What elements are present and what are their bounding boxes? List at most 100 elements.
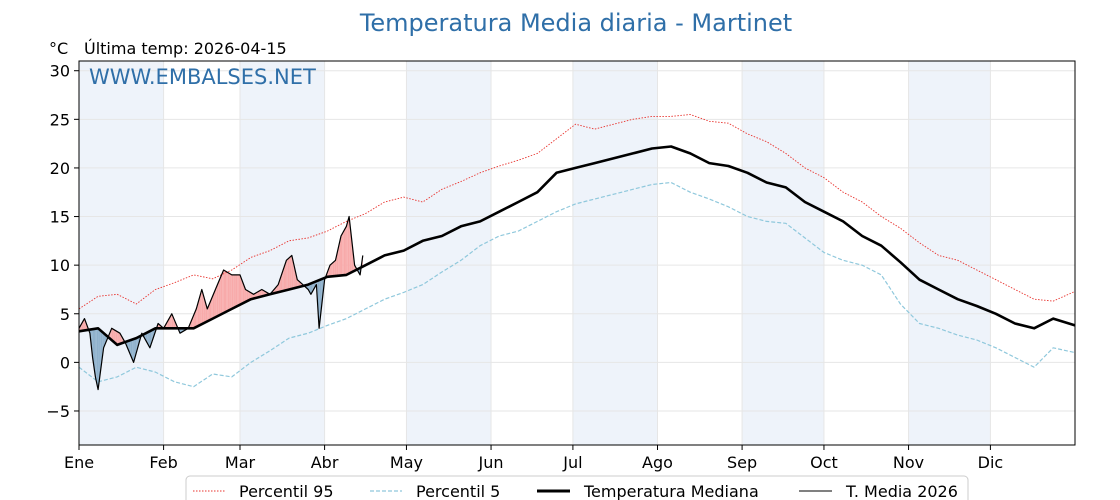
warm-anomaly-area (227, 272, 230, 311)
warm-anomaly-area (197, 299, 200, 327)
warm-anomaly-area (260, 289, 262, 297)
x-tick-label: Mar (225, 453, 256, 472)
warm-anomaly-area (285, 260, 287, 291)
warm-anomaly-area (208, 302, 210, 321)
cold-anomaly-area (95, 328, 97, 384)
cold-anomaly-area (147, 331, 149, 346)
warm-anomaly-area (244, 285, 246, 303)
unit-label: °C (49, 39, 68, 58)
x-tick-label: Oct (810, 453, 838, 472)
warm-anomaly-area (249, 291, 251, 300)
warm-anomaly-area (239, 274, 242, 305)
warm-anomaly-area (218, 279, 220, 316)
warm-anomaly-area (220, 273, 223, 315)
warm-anomaly-area (259, 290, 261, 298)
legend-item-2026: T. Media 2026 (799, 482, 958, 500)
series-line-3 (78, 215, 364, 391)
cold-anomaly-area (96, 328, 99, 390)
legend-item-median: Temperatura Mediana (537, 482, 759, 500)
legend-box (185, 475, 969, 500)
warm-anomaly-area (222, 270, 224, 314)
warm-anomaly-area (237, 274, 239, 307)
warm-anomaly-area (170, 313, 172, 329)
month-band (239, 61, 325, 445)
warm-anomaly-area (196, 304, 198, 327)
x-axis: Ene Feb Mar Abr May Jun Jul Ago Sep Oct Nov Dic (64, 445, 1003, 472)
warm-anomaly-area (114, 329, 116, 344)
y-tick-label: 5 (60, 305, 70, 324)
month-band (572, 61, 658, 445)
warm-anomaly-area (229, 273, 231, 311)
warm-anomaly-area (282, 268, 284, 292)
y-tick-label: −5 (46, 402, 70, 421)
warm-anomaly-area (214, 289, 216, 318)
warm-anomaly-area (230, 274, 232, 310)
warm-anomaly-area (248, 291, 250, 301)
y-tick-label: 15 (50, 208, 70, 227)
chart-title: Temperatura Media diaria - Martinet (359, 9, 792, 37)
warm-anomaly-area (209, 299, 212, 321)
warm-anomaly-area (246, 290, 249, 302)
legend-label-median: Temperatura Mediana (583, 482, 759, 500)
warm-anomaly-area (235, 274, 238, 307)
warm-anomaly-area (291, 255, 294, 289)
x-tick-label: Sep (727, 453, 757, 472)
legend-item-p95: Percentil 95 (193, 482, 334, 500)
warm-anomaly-area (224, 270, 227, 313)
cold-anomaly-area (99, 329, 101, 380)
warm-anomaly-area (233, 274, 235, 309)
month-bands (79, 61, 991, 445)
y-axis: −5 0 5 10 15 20 25 30 (46, 62, 79, 421)
warm-anomaly-area (215, 286, 217, 318)
warm-anomaly-area (219, 276, 221, 316)
cold-anomaly-area (94, 328, 96, 377)
cold-anomaly-area (132, 339, 134, 363)
x-tick-label: Ene (64, 453, 94, 472)
warm-anomaly-area (347, 216, 350, 275)
month-band (79, 61, 164, 445)
warm-anomaly-area (118, 332, 120, 345)
warm-anomaly-area (330, 263, 332, 277)
y-tick-label: 0 (60, 353, 70, 372)
warm-anomaly-area (345, 226, 347, 276)
warm-anomaly-area (231, 274, 234, 309)
warm-anomaly-area (287, 257, 290, 290)
warm-anomaly-area (241, 278, 243, 305)
warm-anomaly-area (193, 312, 195, 329)
warm-anomaly-area (343, 228, 346, 276)
warm-anomaly-area (338, 242, 340, 276)
x-tick-label: Abr (311, 453, 339, 472)
month-band (406, 61, 492, 445)
warm-anomaly-area (113, 329, 115, 343)
x-tick-label: Dic (978, 453, 1004, 472)
warm-anomaly-area (289, 256, 291, 290)
warm-anomaly-area (201, 289, 204, 325)
warm-anomaly-area (286, 259, 288, 291)
legend-label-p5: Percentil 5 (416, 482, 500, 500)
warm-anomaly-area (204, 299, 206, 323)
warm-anomaly-area (207, 305, 209, 322)
last-temp-label: Última temp: 2026-04-15 (84, 39, 287, 58)
y-tick-label: 20 (50, 159, 70, 178)
y-tick-label: 10 (50, 256, 70, 275)
warm-anomaly-area (283, 264, 286, 291)
legend-item-p5: Percentil 5 (370, 482, 500, 500)
legend-label-p95: Percentil 95 (239, 482, 334, 500)
watermark-text: WWW.EMBALSES.NET (89, 65, 316, 89)
warm-anomaly-area (226, 271, 228, 312)
warm-anomaly-area (290, 255, 292, 290)
warm-anomaly-area (211, 295, 213, 320)
warm-anomaly-area (331, 262, 333, 277)
warm-anomaly-area (242, 282, 245, 304)
y-tick-label: 25 (50, 110, 70, 129)
warm-anomaly-area (245, 289, 247, 302)
cold-anomaly-area (133, 338, 135, 363)
warm-anomaly-area (111, 328, 114, 342)
warm-anomaly-area (115, 330, 118, 345)
warm-anomaly-area (342, 231, 344, 276)
x-tick-label: Feb (149, 453, 177, 472)
series-lines (78, 114, 1076, 391)
warm-anomaly-area (278, 280, 280, 293)
warm-anomaly-area (212, 292, 215, 319)
